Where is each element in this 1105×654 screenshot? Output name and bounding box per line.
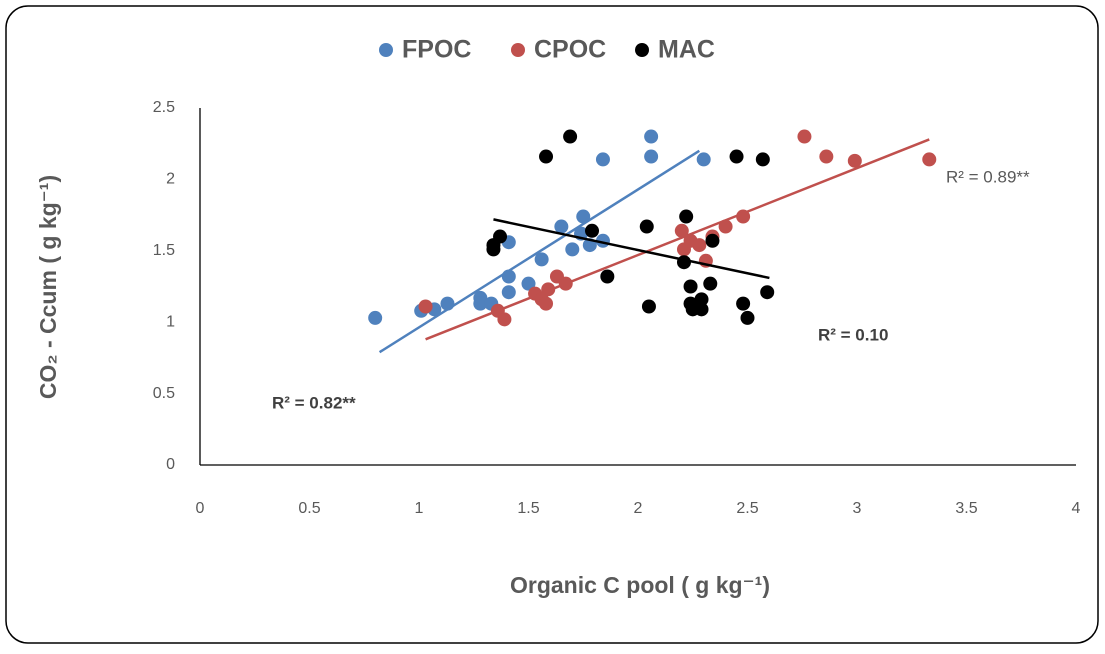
x-tick-label: 3.5 [955, 500, 977, 517]
scatter-point [534, 252, 549, 267]
scatter-point [760, 285, 775, 300]
legend-marker [635, 43, 649, 57]
y-tick-label: 2.5 [153, 99, 175, 116]
scatter-point [696, 152, 711, 167]
x-tick-label: 3 [853, 500, 862, 517]
scatter-point [797, 129, 812, 144]
scatter-point [368, 310, 383, 325]
scatter-point [493, 229, 508, 244]
scatter-point [736, 296, 751, 311]
scatter-point [486, 242, 501, 257]
scatter-point [558, 276, 573, 291]
trendline [378, 149, 700, 354]
scatter-point [847, 153, 862, 168]
x-tick-label: 0 [196, 500, 205, 517]
scatter-point [676, 255, 691, 270]
legend-marker [379, 43, 393, 57]
scatter-point [644, 129, 659, 144]
y-tick-label: 1 [166, 313, 175, 330]
scatter-point [497, 312, 512, 327]
scatter-point [639, 219, 654, 234]
x-axis-label: Organic C pool ( g kg⁻¹) [510, 572, 770, 598]
y-tick-label: 0 [166, 456, 175, 473]
chart-frame [5, 5, 1099, 644]
scatter-point [755, 152, 770, 167]
scatter-point [694, 302, 709, 317]
scatter-point [473, 296, 488, 311]
scatter-point [554, 219, 569, 234]
x-tick-label: 1 [415, 500, 424, 517]
legend-label: MAC [658, 36, 715, 64]
scatter-point [729, 149, 744, 164]
trendline [425, 138, 930, 341]
scatter-point [595, 152, 610, 167]
legend-label: FPOC [402, 36, 471, 64]
scatter-point [501, 269, 516, 284]
scatter-point [679, 209, 694, 224]
scatter-point [644, 149, 659, 164]
y-tick-label: 0.5 [153, 385, 175, 402]
y-axis-label: CO₂ - Ccum ( g kg⁻¹) [35, 175, 61, 399]
scatter-point [585, 223, 600, 238]
x-tick-label: 0.5 [298, 500, 320, 517]
scatter-point [718, 219, 733, 234]
scatter-point [683, 279, 698, 294]
scatter-point [501, 285, 516, 300]
x-tick-label: 4 [1072, 500, 1081, 517]
scatter-point [705, 233, 720, 248]
legend-label: CPOC [534, 36, 606, 64]
scatter-point [576, 209, 591, 224]
y-tick-label: 2 [166, 171, 175, 188]
y-tick-label: 1.5 [153, 242, 175, 259]
scatter-point [692, 238, 707, 253]
scatter-point [703, 276, 718, 291]
x-tick-label: 2 [634, 500, 643, 517]
scatter-point [674, 223, 689, 238]
scatter-point [922, 152, 937, 167]
scatter-point [600, 269, 615, 284]
scatter-point [740, 310, 755, 325]
scatter-point [563, 129, 578, 144]
scatter-point [539, 149, 554, 164]
scatter-point [541, 282, 556, 297]
r-squared-label: R² = 0.89** [946, 167, 1030, 186]
r-squared-label: R² = 0.82** [272, 393, 356, 412]
scatter-point [521, 276, 536, 291]
scatter-point [440, 296, 455, 311]
r-squared-label: R² = 0.10 [818, 325, 888, 344]
scatter-point [819, 149, 834, 164]
scatter-point [565, 242, 580, 257]
trendline [493, 218, 770, 280]
x-tick-label: 1.5 [517, 500, 539, 517]
scatter-point [736, 209, 751, 224]
legend-marker [511, 43, 525, 57]
scatter-point [641, 299, 656, 314]
scatter-point [694, 292, 709, 307]
scatter-point [418, 299, 433, 314]
scatter-point [539, 296, 554, 311]
x-tick-label: 2.5 [736, 500, 758, 517]
